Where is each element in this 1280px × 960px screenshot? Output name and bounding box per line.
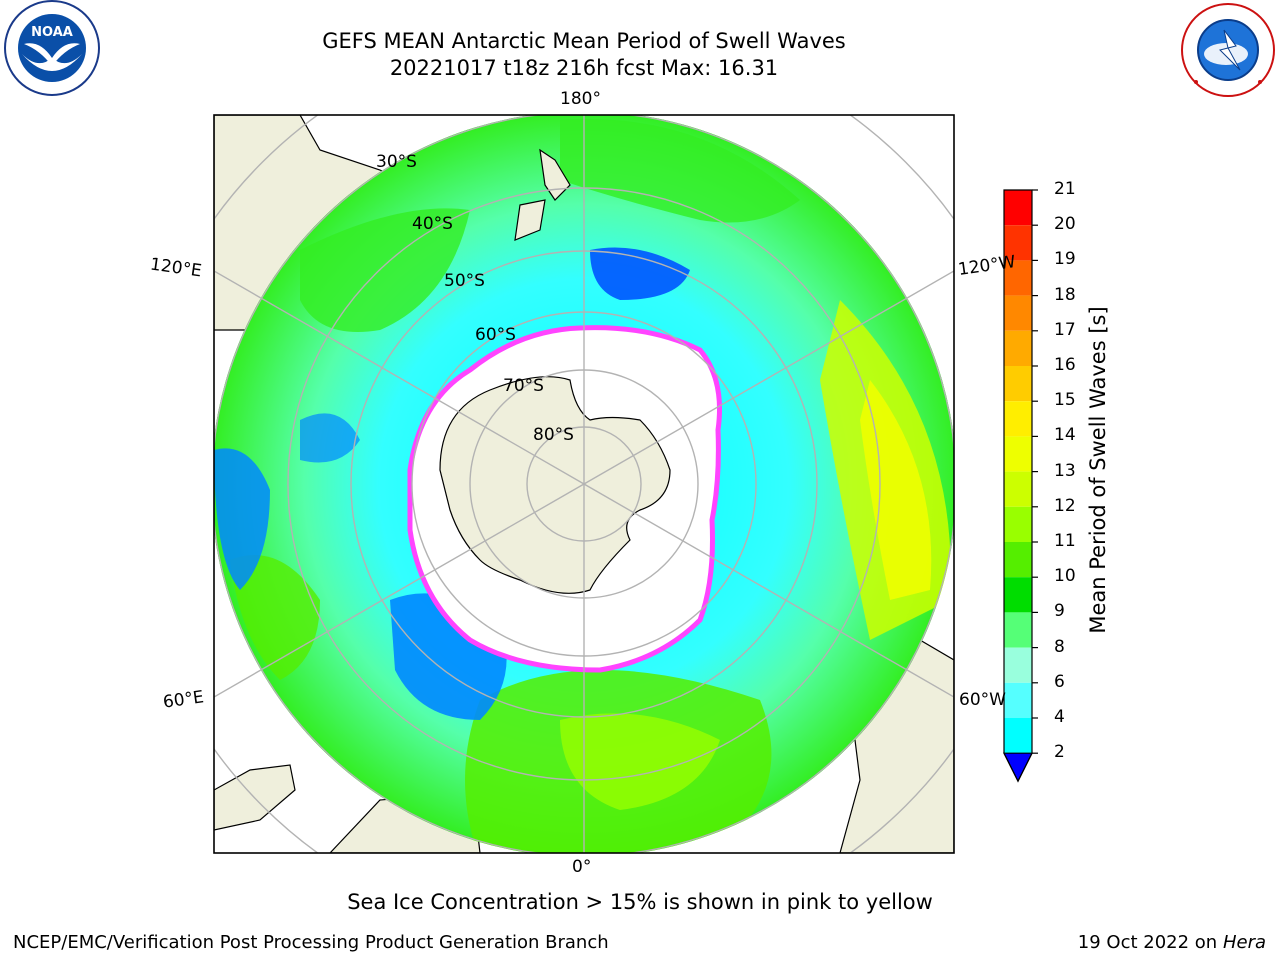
colorbar-tick-label: 9 — [1054, 601, 1065, 622]
colorbar-segment — [1004, 612, 1032, 648]
colorbar-extend-arrow — [1003, 752, 1033, 783]
colorbar-segment — [1004, 436, 1032, 472]
lat-label-60s: 60°S — [475, 325, 516, 345]
chart-title: GEFS MEAN Antarctic Mean Period of Swell… — [322, 29, 846, 53]
colorbar-segment — [1004, 295, 1032, 331]
colorbar-tick-label: 10 — [1054, 566, 1076, 587]
colorbar-tick-label: 8 — [1054, 636, 1065, 657]
colorbar-tick-label: 21 — [1054, 179, 1076, 199]
colorbar-tick-label: 12 — [1054, 495, 1076, 516]
colorbar-label: Mean Period of Swell Waves [s] — [1086, 306, 1110, 634]
colorbar-tick-label: 11 — [1054, 531, 1076, 551]
new-zealand-land — [514, 148, 571, 241]
colorbar-segment — [1004, 190, 1032, 226]
lat-label-80s: 80°S — [533, 425, 574, 445]
colorbar — [1003, 189, 1038, 783]
lon-label-180: 180° — [560, 89, 601, 109]
lat-label-70s: 70°S — [503, 376, 544, 396]
colorbar-tick-label: 14 — [1054, 425, 1076, 446]
colorbar-tick-label: 15 — [1054, 390, 1076, 411]
colorbar-tick-label: 19 — [1054, 249, 1076, 270]
colorbar-outline — [1003, 189, 1033, 783]
lat-label-40s: 40°S — [412, 214, 453, 234]
colorbar-segment — [1004, 577, 1032, 613]
colorbar-tick-label: 17 — [1054, 319, 1076, 340]
colorbar-segment — [1004, 225, 1032, 261]
colorbar-segment — [1004, 401, 1032, 437]
noaa-logo-icon: NOAA — [4, 0, 100, 96]
lat-label-30s: 30°S — [376, 152, 417, 172]
colorbar-segment — [1004, 647, 1032, 683]
colorbar-tick-label: 18 — [1054, 284, 1076, 305]
footer-credit: NCEP/EMC/Verification Post Processing Pr… — [13, 932, 609, 953]
lat-label-50s: 50°S — [444, 271, 485, 291]
colorbar-segment — [1004, 506, 1032, 542]
map-content — [214, 115, 954, 853]
graticule — [214, 115, 954, 853]
colorbar-segment — [1004, 471, 1032, 507]
svg-text:NOAA: NOAA — [31, 25, 73, 40]
footer-date-text: 19 Oct 2022 on — [1077, 932, 1223, 953]
nws-logo-icon — [1181, 3, 1275, 97]
colorbar-tick-label: 13 — [1054, 460, 1076, 481]
colorbar-tick-label: 2 — [1054, 742, 1065, 763]
colorbar-segment — [1004, 366, 1032, 402]
footer-host: Hera — [1222, 932, 1266, 953]
footer-date: 19 Oct 2022 on Hera — [1078, 932, 1266, 953]
colorbar-tick-label: 6 — [1054, 671, 1065, 692]
lon-label-0: 0° — [572, 857, 592, 877]
sea-ice-note: Sea Ice Concentration > 15% is shown in … — [347, 890, 933, 914]
colorbar-tick-label: 4 — [1054, 707, 1065, 727]
chart-subtitle: 20221017 t18z 216h fcst Max: 16.31 — [389, 56, 779, 80]
colorbar-segment — [1004, 260, 1032, 296]
colorbar-segment — [1004, 330, 1032, 366]
colorbar-segment — [1004, 542, 1032, 578]
colorbar-segment — [1004, 718, 1032, 754]
lon-label-60w: 60°W — [959, 690, 1006, 710]
colorbar-tick-label: 16 — [1054, 355, 1076, 375]
colorbar-tick-label: 20 — [1054, 214, 1076, 235]
antarctica-land — [439, 376, 671, 594]
colorbar-segment — [1004, 682, 1032, 718]
map-frame — [213, 114, 955, 854]
